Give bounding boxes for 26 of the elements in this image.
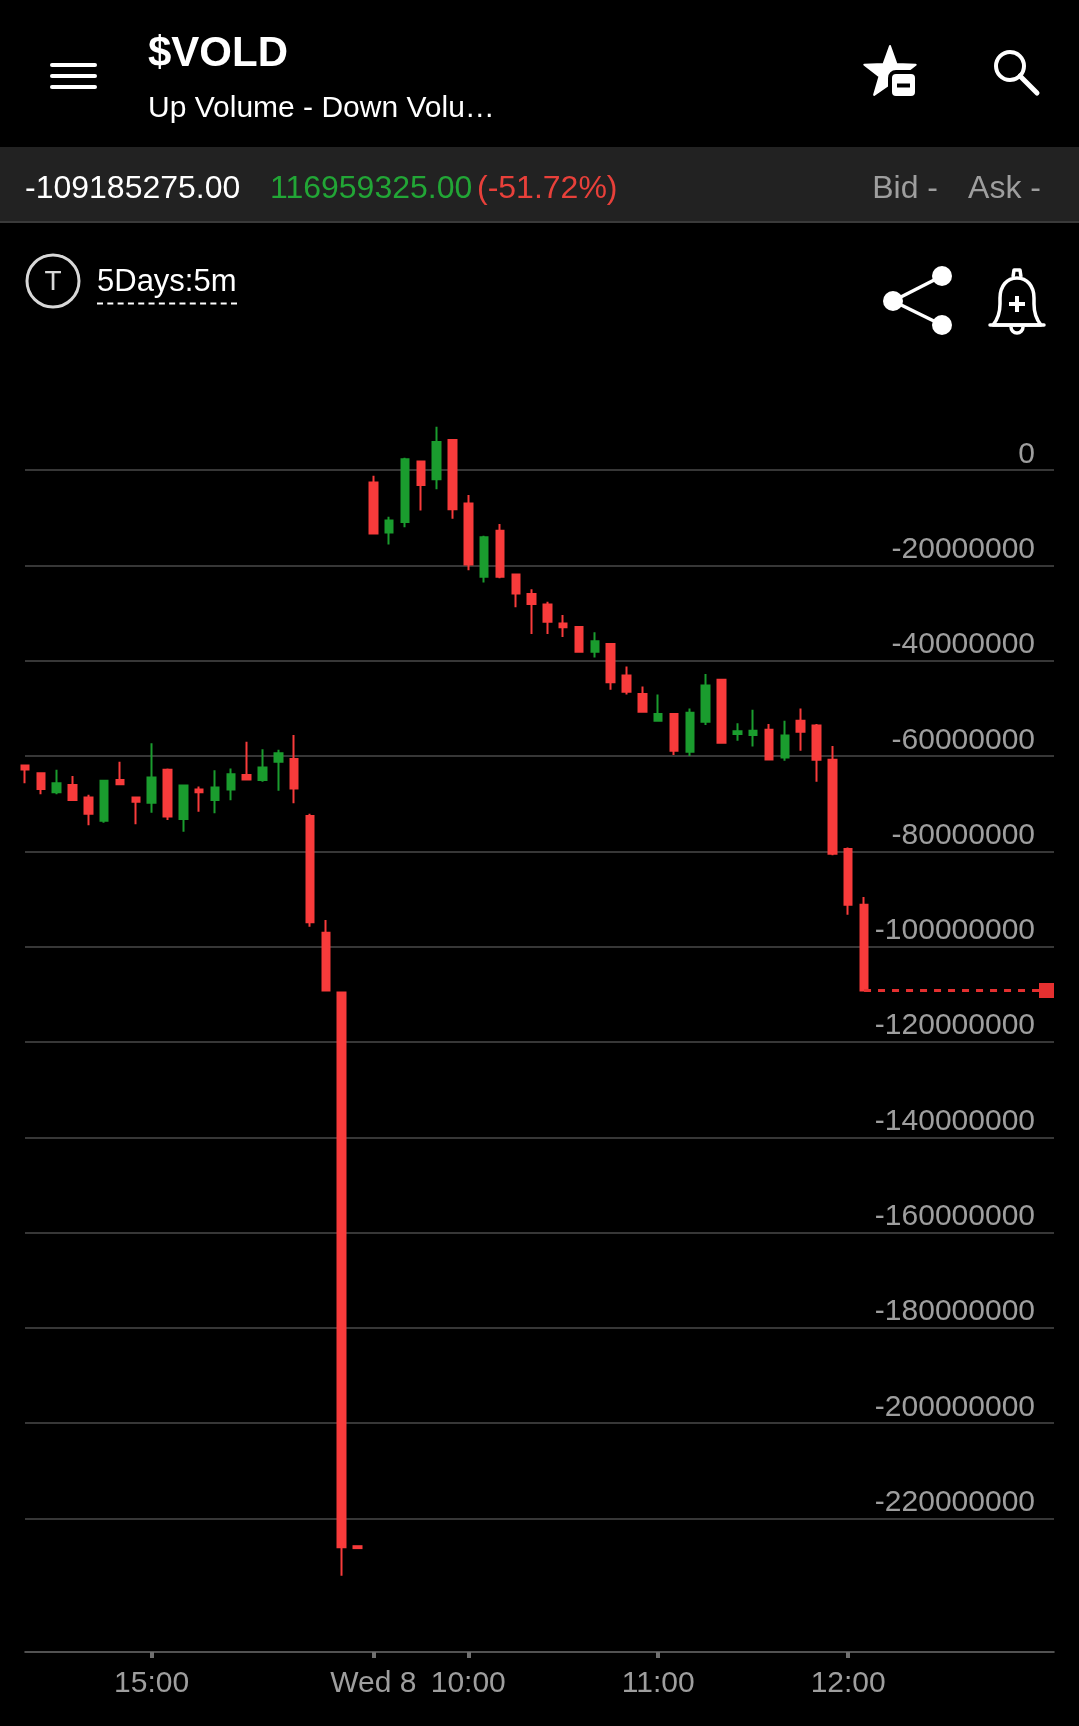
y-tick-label: -40000000 xyxy=(891,626,1035,660)
y-tick-label: -160000000 xyxy=(874,1198,1035,1232)
text: Ask - xyxy=(968,169,1041,205)
x-tick-label: 10:00 xyxy=(430,1664,506,1698)
chart-title: $VOLD xyxy=(148,28,289,75)
text: 5Days:5m xyxy=(97,263,237,305)
y-tick-label: -200000000 xyxy=(874,1388,1035,1422)
x-tick-label: 12:00 xyxy=(810,1664,886,1698)
y-tick-label: 0 xyxy=(1018,435,1035,469)
y-tick-label: -140000000 xyxy=(874,1102,1035,1136)
text: -109185275.00 xyxy=(25,169,241,205)
x-tick-label: 11:00 xyxy=(621,1664,695,1698)
text: T xyxy=(44,265,62,296)
y-tick-label: -220000000 xyxy=(874,1484,1035,1518)
y-tick-label: -100000000 xyxy=(874,912,1035,946)
y-tick-label: -80000000 xyxy=(891,816,1035,850)
chart-subtitle: Up Volume - Down Volu… xyxy=(148,89,495,123)
y-tick-label: -180000000 xyxy=(874,1293,1035,1327)
y-tick-label: -60000000 xyxy=(891,721,1035,755)
x-tick-label: 15:00 xyxy=(114,1664,190,1698)
y-tick-label: -20000000 xyxy=(891,530,1035,564)
x-tick-label: Wed 8 xyxy=(330,1664,417,1698)
text: 116959325.00 xyxy=(270,169,473,205)
text: (-51.72%) xyxy=(477,169,618,205)
text: Bid - xyxy=(872,169,938,205)
y-tick-label: -120000000 xyxy=(874,1007,1035,1041)
